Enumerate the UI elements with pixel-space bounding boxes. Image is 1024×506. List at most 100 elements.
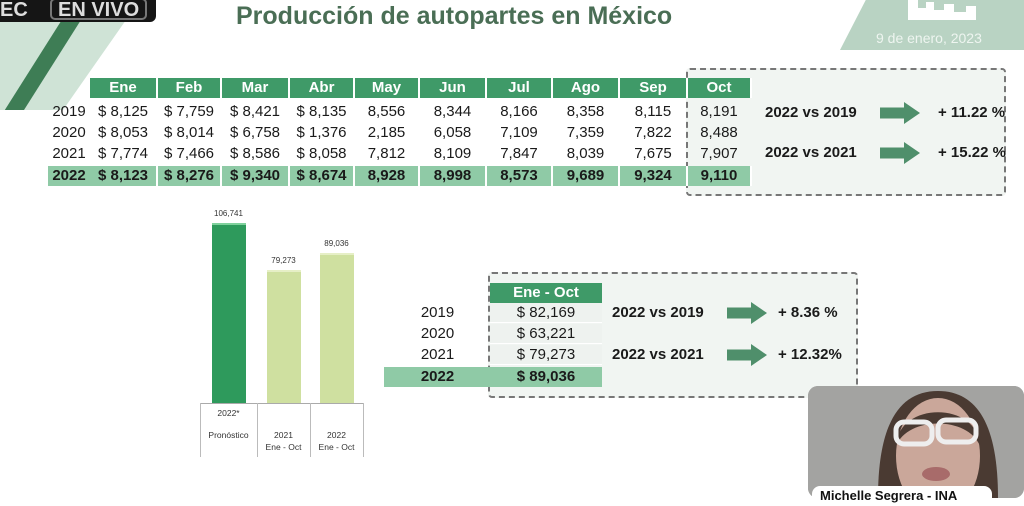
live-badge: EN VIVO [50,0,148,20]
comparison-value: + 11.22 % [938,104,1006,121]
table-cell: $ 8,053 [97,124,149,141]
row-year: 2021 [420,346,455,363]
x-axis-line [200,403,363,404]
category-divider [200,403,201,457]
table-cell: 2,185 [367,124,406,141]
table-cell: $ 8,125 [97,103,149,120]
row-year: 2019 [52,103,86,120]
table-cell: $ 1,376 [296,124,347,141]
bar [266,269,301,403]
table-cell: $ 82,169 [490,303,602,323]
category-label: 2022* Pronóstico [200,407,257,441]
column-header: Feb [158,78,222,98]
data-label: 89,036 [324,239,349,249]
row-year: 2020 [420,325,455,342]
category-line: 2022* [217,408,240,418]
comparison-label: 2022 vs 2019 [765,104,857,121]
category-label: 2021 Ene - Oct [257,407,310,453]
table-cell: 9,689 [553,166,620,186]
table-cell: $ 8,123 [90,166,158,186]
category-divider [363,403,364,457]
table-cell: $ 8,058 [296,145,347,162]
table-cell: 8,556 [367,103,406,120]
arrow-right-icon [727,302,767,324]
category-line: Pronóstico [208,430,249,440]
data-label: 79,273 [271,255,296,265]
arrow-right-icon [727,344,767,366]
comparison-label: 2022 vs 2019 [612,304,704,321]
rec-label: EC [0,0,28,21]
category-divider [257,403,258,457]
factory-icon [908,0,976,20]
slide-title: Producción de autopartes en México [236,2,673,30]
comparison-label: 2022 vs 2021 [765,144,857,161]
table-cell: $ 8,586 [229,145,281,162]
arrow-right-icon [880,102,920,124]
table-cell: 8,998 [420,166,487,186]
arrow-right-icon [880,142,920,164]
column-header: Mar [222,78,290,98]
table-cell: $ 8,674 [290,166,355,186]
category-line: 2022 [327,430,346,440]
category-line: Ene - Oct [318,442,355,452]
column-header: Jun [420,78,487,98]
table-cell: $ 7,759 [163,103,215,120]
comparison-value: + 15.22 % [938,144,1006,161]
row-year: 2020 [52,124,86,141]
table-cell: 8,191 [700,103,738,120]
column-header: May [355,78,420,98]
table-cell: $ 8,421 [229,103,281,120]
table-cell: 8,358 [566,103,605,120]
table-cell: 8,488 [700,124,738,141]
row-year: 2021 [52,145,86,162]
table-cell: 8,115 [634,103,672,120]
participant-video-image [808,386,1024,498]
table-cell: 8,039 [566,145,605,162]
column-header: Jul [487,78,553,98]
table-cell: $ 8,276 [158,166,222,186]
table-cell: $ 79,273 [490,345,602,365]
comparison-value: + 12.32% [778,346,842,363]
column-header: Ago [553,78,620,98]
column-header: Ene - Oct [490,283,602,303]
table-cell: $ 9,340 [222,166,290,186]
table-cell: $ 7,466 [163,145,215,162]
live-indicator: EC EN VIVO [0,0,156,22]
table-cell: 8,166 [500,103,538,120]
table-cell: $ 8,135 [296,103,347,120]
table-cell: 7,822 [634,124,672,141]
table-cell: 7,847 [500,145,538,162]
table-cell: 7,907 [700,145,738,162]
participant-name: Michelle Segrera - INA [812,486,992,506]
row-year: 2022 [52,167,86,184]
comparison-label: 2022 vs 2021 [612,346,704,363]
bar [211,223,246,403]
table-cell: $ 89,036 [490,367,602,387]
table-cell: $ 7,774 [97,145,149,162]
column-header: Ene [90,78,158,98]
row-year: 2022 [420,368,455,385]
table-cell: 7,359 [566,124,605,141]
category-line: 2021 [274,430,293,440]
category-divider [310,403,311,457]
table-cell: $ 8,014 [163,124,215,141]
table-cell: $ 63,221 [490,324,602,344]
table-cell: 9,324 [620,166,688,186]
column-header: Sep [620,78,688,98]
table-cell: 7,109 [500,124,538,141]
table-cell: 6,058 [433,124,472,141]
table-cell: 8,928 [355,166,420,186]
column-header: Oct [688,78,752,98]
bar [319,253,354,403]
category-label: 2022 Ene - Oct [310,407,363,453]
comparison-value: + 8.36 % [778,304,838,321]
slide-date: 9 de enero, 2023 [876,30,982,46]
table-cell: 9,110 [688,166,752,186]
webcam-video[interactable] [808,386,1024,498]
row-year: 2019 [420,304,455,321]
table-cell: $ 6,758 [229,124,281,141]
table-cell: 8,344 [433,103,472,120]
table-cell: 7,812 [367,145,406,162]
column-header: Abr [290,78,355,98]
table-cell: 7,675 [634,145,672,162]
